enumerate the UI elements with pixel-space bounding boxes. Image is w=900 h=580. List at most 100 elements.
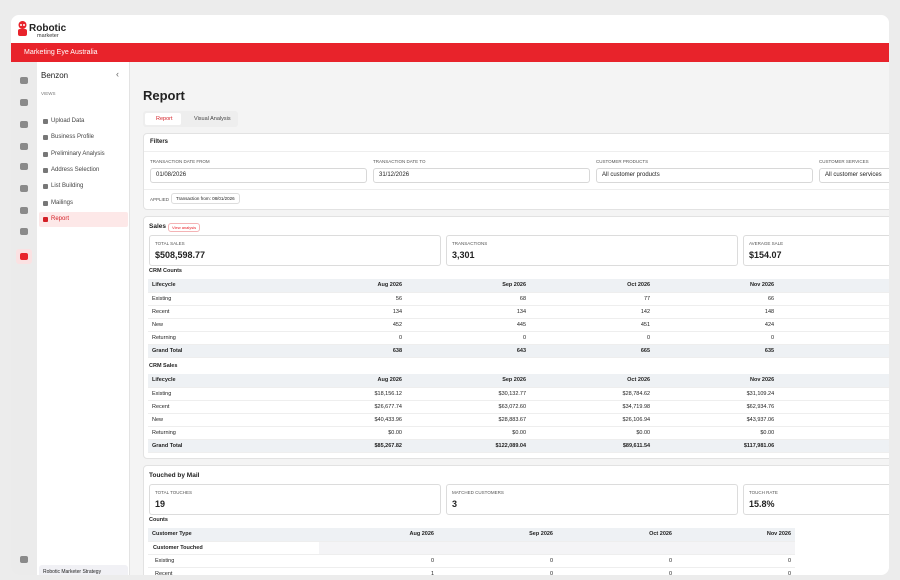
badge[interactable]: View analysis xyxy=(168,223,201,232)
cell: $28,883.67 xyxy=(405,413,531,427)
cell: 66 xyxy=(654,292,779,306)
cell: $0.00 xyxy=(405,426,531,440)
column-header: De xyxy=(778,374,889,388)
cell: Recent xyxy=(148,305,282,319)
cell: 0 xyxy=(406,331,531,345)
kpi-card: TRANSACTIONS 3,301 xyxy=(446,235,738,266)
table-row: Existing 0 0 0 0 xyxy=(148,554,795,568)
filters-panel: Filters APPLIED Transaction from: 08/01/… xyxy=(143,133,889,210)
nav-item[interactable]: Upload Data xyxy=(39,114,128,129)
cell: $31,109.24 xyxy=(654,387,779,401)
table-row: Recent $26,677.74 $63,072.60 $34,719.98 $62,… xyxy=(148,400,889,414)
column-header: Oct 2026 xyxy=(557,528,676,542)
field-input[interactable]: 01/08/2026 xyxy=(150,168,367,183)
nav-item[interactable]: Mailings xyxy=(39,196,128,211)
cell: 0 xyxy=(654,331,779,345)
cell: Existing xyxy=(148,554,319,568)
rail-icon[interactable] xyxy=(20,207,28,214)
touched-title: Touched by Mail xyxy=(149,472,200,479)
field-label: TRANSACTION DATE FROM xyxy=(150,159,210,164)
cell xyxy=(778,305,889,319)
cell: $18,156.12 xyxy=(281,387,406,401)
cell: 0 xyxy=(530,331,655,345)
data-table: Lifecycle Aug 2026 Sep 2026 Oct 2026 Nov 202… xyxy=(148,279,889,358)
column-header: Sep 2026 xyxy=(438,528,557,542)
cell: Grand Total xyxy=(148,344,282,358)
column-header: Sep 2026 xyxy=(406,279,531,293)
rail-icon[interactable] xyxy=(20,121,28,128)
org-bar: Marketing Eye Australia xyxy=(11,43,889,62)
group-spacer xyxy=(319,541,795,555)
footer-card[interactable]: Robotic Marketer Strategy xyxy=(39,565,128,575)
page-title: Report xyxy=(143,88,185,103)
cell: $8 xyxy=(778,387,889,401)
cell: Grand Total xyxy=(148,439,282,453)
section-title: Counts xyxy=(149,517,168,523)
column-header: Nov 2026 xyxy=(654,374,779,388)
kpi-label: AVERAGE SALE xyxy=(749,241,784,246)
rail-icon[interactable] xyxy=(20,77,28,84)
collapse-button[interactable]: ‹ xyxy=(116,69,119,79)
cell: Existing xyxy=(148,292,282,306)
nav-item[interactable]: Report xyxy=(39,211,128,227)
cell: 142 xyxy=(530,305,655,319)
cell: $26,106.94 xyxy=(530,413,655,427)
rail-icon[interactable] xyxy=(20,228,28,235)
cell: Returning xyxy=(148,426,282,440)
kpi-card: TOUCH RATE 15.8% xyxy=(743,484,889,515)
cell xyxy=(778,331,889,345)
table-row: New 452 445 451 424 xyxy=(148,318,889,332)
cell: Returning xyxy=(148,331,282,345)
cell: $30,132.77 xyxy=(405,387,531,401)
group-label: Customer Touched xyxy=(148,541,319,555)
filters-title: Filters xyxy=(150,139,169,145)
applied-label: APPLIED xyxy=(150,197,170,202)
kpi-label: TOUCH RATE xyxy=(749,490,778,495)
org-name[interactable]: Marketing Eye Australia xyxy=(24,49,98,56)
logo-subtext: marketer xyxy=(37,33,59,39)
cell: $43,937.06 xyxy=(654,413,779,427)
column-header: Oct 2026 xyxy=(530,279,655,293)
nav-item[interactable]: Preliminary Analysis xyxy=(39,147,128,162)
kpi-card: AVERAGE SALE $154.07 xyxy=(743,235,889,266)
client-name: Benzon xyxy=(41,71,69,80)
kpi-value: 3 xyxy=(452,499,458,509)
cell: $63,072.60 xyxy=(405,400,531,414)
rail-icon[interactable] xyxy=(20,163,28,170)
cell: $34,719.98 xyxy=(530,400,655,414)
rail-icon-active[interactable] xyxy=(16,249,32,264)
nav-item[interactable]: Business Profile xyxy=(39,130,128,145)
tab[interactable]: Report xyxy=(145,113,181,125)
rail-icon[interactable] xyxy=(20,185,28,192)
cell: 56 xyxy=(281,292,407,306)
field-input[interactable]: 31/12/2026 xyxy=(373,168,590,183)
field-input[interactable]: All customer products xyxy=(596,168,813,183)
cell: 643 xyxy=(406,344,531,358)
rail-icon[interactable] xyxy=(20,143,28,150)
section-label: VIEWS xyxy=(41,91,56,96)
applied-chip[interactable]: Transaction from: 08/01/2026 xyxy=(171,193,240,204)
sales-title: Sales xyxy=(149,223,166,230)
settings-icon[interactable] xyxy=(20,556,28,563)
column-header: Aug 2026 xyxy=(319,528,438,542)
cell: $40,433.96 xyxy=(281,413,406,427)
header-row: Lifecycle Aug 2026 Sep 2026 Oct 2026 Nov 202… xyxy=(148,279,889,293)
cell xyxy=(778,292,889,306)
logo-icon xyxy=(18,21,27,36)
field-input[interactable]: All customer services xyxy=(819,168,889,183)
kpi-value: 19 xyxy=(155,499,166,509)
nav-item[interactable]: Address Selection xyxy=(39,163,128,178)
table-row: Returning 0 0 0 0 xyxy=(148,331,889,345)
tab[interactable]: Visual Analysis xyxy=(194,116,231,122)
column-header: Nov 2026 xyxy=(654,279,779,293)
cell: New xyxy=(148,413,282,427)
cell: 635 xyxy=(654,344,779,358)
cell: $56 xyxy=(778,400,889,414)
nav-item[interactable]: List Building xyxy=(39,179,128,194)
cell: 0 xyxy=(557,554,676,568)
side-nav: Benzon ‹ VIEWS Robotic Marketer Strategy… xyxy=(37,62,130,575)
cell: $89,611.54 xyxy=(530,439,655,453)
table-row: Grand Total 638 643 665 635 xyxy=(148,344,889,358)
rail-icon[interactable] xyxy=(20,99,28,106)
kpi-label: TOTAL SALES xyxy=(155,241,185,246)
